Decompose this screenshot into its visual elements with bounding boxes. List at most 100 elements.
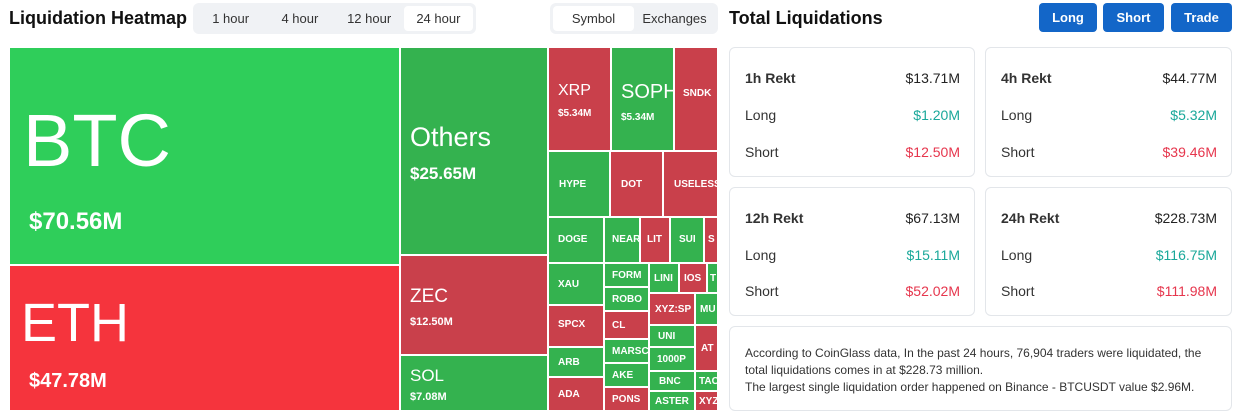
heatmap-cell-xau[interactable]: XAU <box>548 263 604 305</box>
long-button[interactable]: Long <box>1039 3 1097 32</box>
heatmap-cell-hype[interactable]: HYPE <box>548 151 610 217</box>
cell-symbol: ARB <box>558 357 580 368</box>
heatmap-cell-sui[interactable]: SUI <box>670 217 704 263</box>
cell-amount: $12.50M <box>410 316 453 328</box>
heatmap-cell-robo[interactable]: ROBO <box>604 287 649 311</box>
heatmap-cell-1000p[interactable]: 1000P <box>649 347 695 371</box>
heatmap-cell-ada[interactable]: ADA <box>548 377 604 411</box>
heatmap-cell-mu[interactable]: MU <box>695 293 718 325</box>
tab-symbol[interactable]: Symbol <box>553 6 634 31</box>
total-liquidations-title: Total Liquidations <box>729 8 883 28</box>
heatmap-cell-cl[interactable]: CL <box>604 311 649 339</box>
cell-symbol: PONS <box>612 394 641 405</box>
short-value: $12.50M <box>905 144 960 160</box>
heatmap-cell-lini[interactable]: LINI <box>649 263 679 293</box>
heatmap-cell-useless[interactable]: USELESS <box>663 151 718 217</box>
heatmap-cell-form[interactable]: FORM <box>604 263 649 287</box>
liquidation-heatmap: BTC $70.56M ETH $47.78M Others $25.65M Z… <box>9 47 718 411</box>
tab-exchanges[interactable]: Exchanges <box>642 11 707 26</box>
long-value: $1.20M <box>913 107 960 123</box>
cell-symbol: LINI <box>654 273 673 284</box>
cell-symbol: ROBO <box>612 294 642 305</box>
cell-symbol: IOS <box>684 273 702 284</box>
tab-12-hour[interactable]: 12 hour <box>347 11 392 26</box>
long-label: Long <box>1001 107 1033 123</box>
heatmap-cell-spcx[interactable]: SPCX <box>548 305 604 347</box>
heatmap-cell-ios[interactable]: IOS <box>679 263 707 293</box>
cell-symbol: XYZ <box>699 396 718 407</box>
heatmap-cell-sndk[interactable]: SNDK <box>674 47 718 151</box>
short-label: Short <box>745 283 779 299</box>
stat-total: $228.73M <box>1154 210 1217 226</box>
cell-amount: $25.65M <box>410 164 477 183</box>
heatmap-cell-marsc[interactable]: MARSC <box>604 339 649 363</box>
heatmap-cell-zec[interactable]: ZEC $12.50M <box>400 255 548 355</box>
cell-symbol: SPCX <box>558 319 586 330</box>
tab-1-hour[interactable]: 1 hour <box>212 11 250 26</box>
cell-symbol: SOL <box>410 366 445 385</box>
heatmap-cell-doge[interactable]: DOGE <box>548 217 604 263</box>
heatmap-cell-ake[interactable]: AKE <box>604 363 649 387</box>
long-label: Long <box>745 247 777 263</box>
stats-card-1h: 1h Rekt $13.71M Long $1.20M Short $12.50M <box>729 47 975 177</box>
cell-symbol: XYZ:SP <box>655 304 692 315</box>
cell-symbol: USELESS <box>674 179 718 190</box>
cell-symbol: ETH <box>21 293 129 353</box>
short-button[interactable]: Short <box>1103 3 1164 32</box>
stat-label: 12h Rekt <box>745 210 804 226</box>
stats-card-24h: 24h Rekt $228.73M Long $116.75M Short $111.… <box>985 187 1232 316</box>
heatmap-cell-pons[interactable]: PONS <box>604 387 649 411</box>
liquidation-summary: According to CoinGlass data, In the past… <box>729 326 1232 411</box>
heatmap-cell-soph[interactable]: SOPH $5.34M <box>611 47 674 151</box>
heatmap-cell-at[interactable]: AT <box>695 325 718 371</box>
cell-amount: $7.08M <box>410 391 447 403</box>
cell-symbol: Others <box>410 122 492 152</box>
stat-total: $44.77M <box>1162 70 1217 86</box>
heatmap-cell-xyz-sp[interactable]: XYZ:SP <box>649 293 695 325</box>
heatmap-cell-sol[interactable]: SOL $7.08M <box>400 355 548 411</box>
cell-symbol: ADA <box>558 389 580 400</box>
heatmap-cell-others[interactable]: Others $25.65M <box>400 47 548 255</box>
cell-symbol: MARSC <box>612 346 649 357</box>
long-label: Long <box>1001 247 1033 263</box>
short-value: $111.98M <box>1156 283 1217 299</box>
stats-card-12h: 12h Rekt $67.13M Long $15.11M Short $52.02M <box>729 187 975 316</box>
largest-order-text: The largest single liquidation order hap… <box>745 380 1195 394</box>
heatmap-cell-bnc[interactable]: BNC <box>649 371 695 391</box>
cell-symbol: CL <box>612 320 626 331</box>
stat-total: $13.71M <box>905 70 960 86</box>
tab-4-hour[interactable]: 4 hour <box>281 11 319 26</box>
heatmap-cell-xrp[interactable]: XRP $5.34M <box>548 47 611 151</box>
cell-symbol: DOT <box>621 179 643 190</box>
short-label: Short <box>1001 283 1035 299</box>
heatmap-cell-near[interactable]: NEAR <box>604 217 640 263</box>
heatmap-cell-tac[interactable]: TAC <box>695 371 718 391</box>
heatmap-cell-arb[interactable]: ARB <box>548 347 604 377</box>
heatmap-cell-s[interactable]: S <box>704 217 718 263</box>
heatmap-cell-eth[interactable]: ETH $47.78M <box>9 265 400 411</box>
heatmap-cell-xyz[interactable]: XYZ <box>695 391 718 411</box>
cell-symbol: AT <box>701 343 714 354</box>
cell-symbol: LIT <box>647 234 662 245</box>
cell-amount: $5.34M <box>621 112 655 123</box>
stat-total: $67.13M <box>905 210 960 226</box>
tab-24-hour[interactable]: 24 hour <box>403 6 473 31</box>
cell-amount: $47.78M <box>29 370 107 392</box>
heatmap-cell-uni[interactable]: UNI <box>649 325 695 347</box>
heatmap-cell-t[interactable]: T <box>707 263 718 293</box>
heatmap-cell-dot[interactable]: DOT <box>610 151 663 217</box>
short-label: Short <box>745 144 779 160</box>
cell-symbol: SNDK <box>683 88 712 99</box>
cell-symbol: SOPH <box>621 81 674 103</box>
heatmap-cell-aster[interactable]: ASTER <box>649 391 695 411</box>
cell-symbol: XRP <box>558 82 591 99</box>
page-title: Liquidation Heatmap <box>9 8 188 28</box>
trade-button[interactable]: Trade <box>1171 3 1232 32</box>
heatmap-cell-lit[interactable]: LIT <box>640 217 670 263</box>
cell-symbol: HYPE <box>559 179 587 190</box>
cell-symbol: S <box>708 234 715 245</box>
cell-symbol: DOGE <box>558 234 588 245</box>
cell-symbol: TAC <box>699 376 718 387</box>
heatmap-cell-btc[interactable]: BTC $70.56M <box>9 47 400 265</box>
short-value: $52.02M <box>905 283 960 299</box>
